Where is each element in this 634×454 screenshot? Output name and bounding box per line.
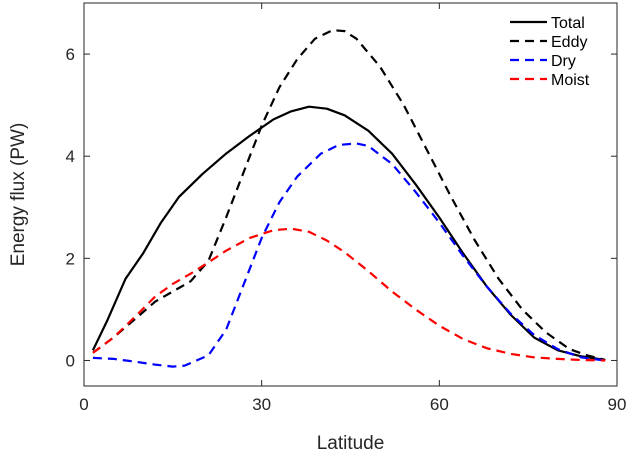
- y-tick-label: 6: [66, 45, 75, 64]
- y-tick-label: 0: [66, 351, 75, 370]
- x-tick-label: 60: [430, 395, 449, 414]
- series-layer: [91, 29, 606, 368]
- axes-layer: 0 30 60 90 0 2 4 6: [66, 2, 627, 414]
- axes-box: [83, 2, 618, 387]
- y-tick-label: 4: [66, 147, 75, 166]
- series-line-eddy: [92, 29, 606, 362]
- legend: Total Eddy Dry Moist: [510, 15, 590, 89]
- x-tick-label: 0: [79, 395, 88, 414]
- y-tick-label: 2: [66, 249, 75, 268]
- x-tick-label: 30: [252, 395, 271, 414]
- x-axis-label: Latitude: [317, 433, 385, 454]
- series-line-moist: [92, 227, 606, 362]
- legend-label-total: Total: [551, 15, 585, 32]
- series-line-dry: [92, 142, 606, 368]
- legend-label-dry: Dry: [551, 53, 576, 70]
- x-tick-label: 90: [608, 395, 627, 414]
- y-axis-label: Energy flux (PW): [8, 123, 29, 267]
- legend-label-eddy: Eddy: [551, 34, 587, 51]
- legend-label-moist: Moist: [551, 72, 590, 89]
